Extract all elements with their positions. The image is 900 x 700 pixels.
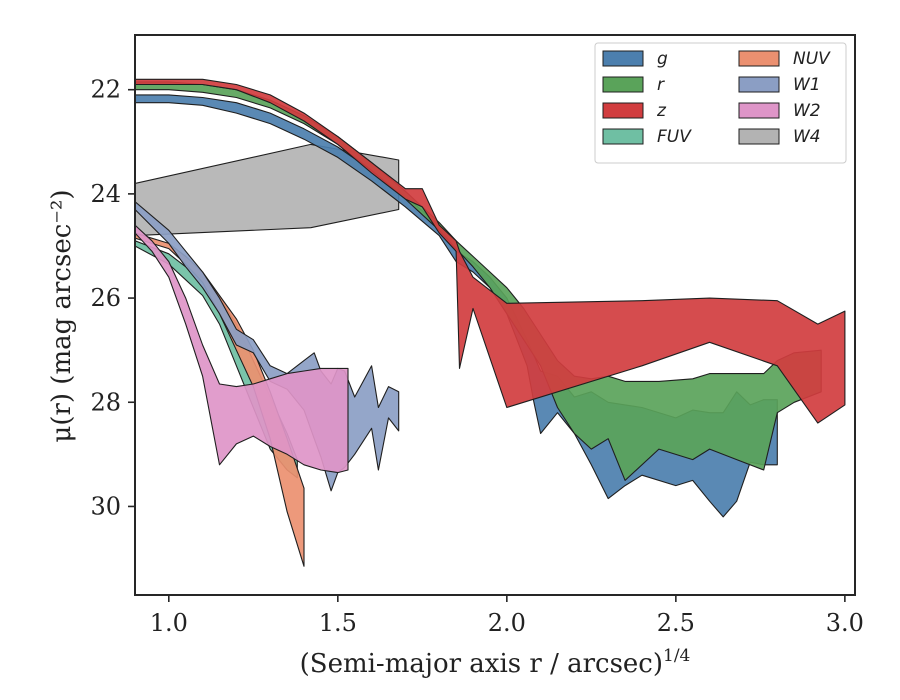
y-axis-title: μ(r) (mag arcsec⁻²) [47, 189, 77, 442]
y-tick-label: 24 [90, 180, 121, 208]
x-axis: 1.0 1.5 2.0 2.5 3.0 [150, 595, 864, 637]
x-tick-label: 1.0 [150, 609, 188, 637]
y-tick-label: 30 [90, 492, 121, 520]
y-tick-label: 22 [90, 76, 121, 104]
band-z [135, 78, 846, 424]
x-tick-label: 1.5 [319, 609, 357, 637]
legend-swatch-r [602, 76, 644, 93]
plot-frame [134, 34, 856, 596]
legend-swatch-fuv [602, 128, 644, 145]
legend-frame [594, 42, 847, 164]
x-tick-label: 2.5 [657, 609, 695, 637]
legend: grz FUV NUV W1 W2 W4 [594, 42, 847, 164]
legend-label-z: z [656, 101, 667, 121]
legend-swatch-w1 [738, 76, 780, 93]
series-layer [135, 78, 846, 567]
legend-label-nuv: NUV [793, 49, 831, 69]
legend-swatch-nuv [738, 50, 780, 67]
x-axis-title: (Semi-major axis r / arcsec)1/4 [300, 646, 691, 679]
y-tick-label: 28 [90, 388, 121, 416]
legend-label-g: g [657, 49, 668, 69]
x-axis-title-exponent: 1/4 [663, 646, 690, 666]
legend-swatch-g [602, 50, 644, 67]
legend-label-fuv: FUV [657, 127, 692, 147]
x-tick-label: 3.0 [826, 609, 864, 637]
y-axis: 22 24 26 28 30 [90, 76, 135, 520]
legend-label-w4: W4 [793, 127, 821, 147]
x-tick-label: 2.0 [488, 609, 526, 637]
legend-label-w1: W1 [793, 75, 821, 95]
legend-label-w2: W2 [793, 101, 821, 121]
legend-swatch-z [602, 102, 644, 119]
band-w2 [135, 224, 349, 474]
y-tick-label: 26 [90, 284, 121, 312]
x-axis-title-main: (Semi-major axis r / arcsec) [300, 649, 663, 679]
legend-swatch-w2 [738, 102, 780, 119]
band-w4 [135, 143, 400, 237]
legend-label-r: r [657, 75, 665, 95]
legend-swatch-w4 [738, 128, 780, 145]
